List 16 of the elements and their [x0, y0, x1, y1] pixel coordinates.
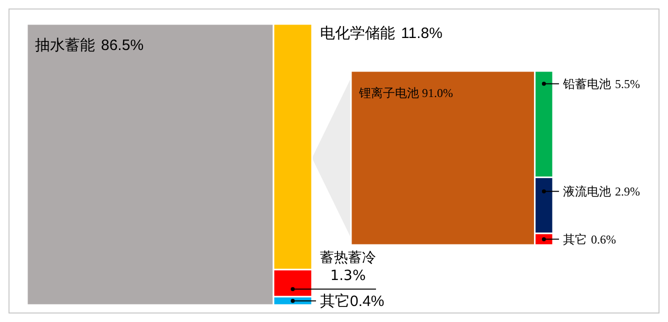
- category-label: 液流电池: [563, 184, 611, 199]
- category-label: 其它: [563, 232, 587, 246]
- category-label: 电化学储能: [320, 24, 395, 42]
- category-label: 其它: [320, 292, 350, 310]
- data-label: 2.9%: [615, 184, 640, 199]
- data-label: 86.5%: [101, 37, 144, 54]
- category-label: 铅蓄电池: [562, 76, 611, 91]
- category-label: 锂离子电池: [358, 86, 419, 100]
- data-label: 0.4%: [350, 293, 384, 310]
- category-label: 抽水蓄能: [35, 36, 95, 54]
- data-label: 5.5%: [615, 76, 640, 91]
- category-label: 蓄热蓄冷: [320, 250, 376, 266]
- data-label: 11.8%: [401, 25, 442, 42]
- data-label: 91.0%: [422, 86, 453, 100]
- data-label: 0.6%: [591, 232, 616, 246]
- data-label: 1.3%: [330, 268, 366, 284]
